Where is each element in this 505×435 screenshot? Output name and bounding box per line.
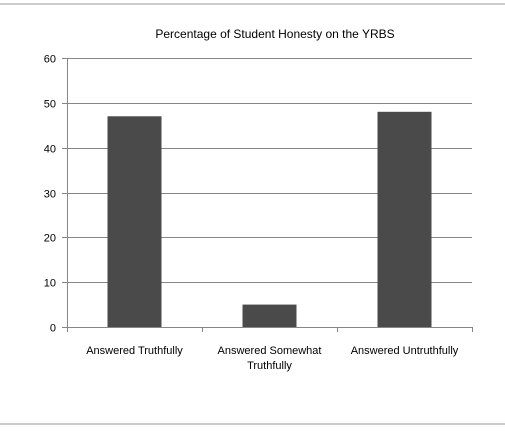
y-tick-label: 0 bbox=[50, 323, 56, 335]
bars bbox=[107, 111, 432, 328]
y-tick-label: 20 bbox=[44, 233, 56, 245]
y-tick-label: 40 bbox=[44, 144, 56, 156]
x-tick-label: Answered Truthfully bbox=[86, 345, 183, 357]
x-tick-label: Answered Somewhat Truthfully bbox=[218, 345, 322, 372]
y-axis-ticks: 0 10 20 30 40 50 60 bbox=[44, 54, 67, 335]
y-tick-label: 30 bbox=[44, 189, 56, 201]
y-tick-label: 60 bbox=[44, 54, 56, 66]
chart-title: Percentage of Student Honesty on the YRB… bbox=[155, 27, 394, 41]
x-tick-label: Answered Untruthfully bbox=[351, 345, 459, 357]
x-axis-labels: Answered Truthfully Answered Somewhat Trut… bbox=[86, 345, 459, 372]
bar bbox=[107, 116, 162, 328]
axes bbox=[67, 58, 473, 332]
bar bbox=[377, 111, 432, 327]
y-tick-label: 10 bbox=[44, 278, 56, 290]
bar bbox=[242, 304, 297, 327]
y-tick-label: 50 bbox=[44, 99, 56, 111]
